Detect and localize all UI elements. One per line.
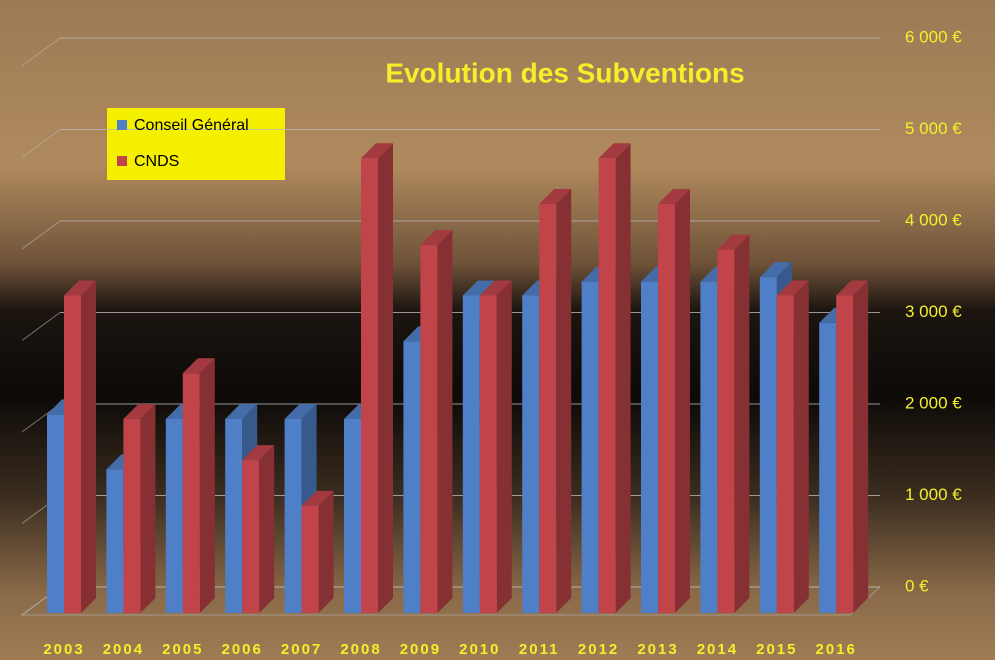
bar [106, 469, 124, 613]
bar [641, 281, 658, 613]
bar-top [539, 188, 572, 204]
x-tick-label: 2013 [637, 641, 678, 658]
x-tick-label: 2008 [340, 641, 381, 658]
x-tick-label: 2003 [43, 641, 84, 658]
legend-swatch [117, 156, 127, 166]
bar-side [615, 143, 631, 613]
bar-top [776, 280, 809, 296]
bar-top [420, 230, 453, 246]
grid-line-side [21, 220, 61, 250]
y-tick-label: 4 000 € [905, 210, 962, 229]
bar-side [496, 280, 512, 613]
bar [700, 281, 718, 613]
bar-top [225, 404, 258, 419]
bar [242, 460, 260, 613]
bar-side [259, 445, 275, 613]
y-tick-label: 1 000 € [905, 485, 962, 504]
bar [165, 419, 183, 613]
x-tick-label: 2016 [816, 641, 857, 658]
bar-top [759, 262, 792, 278]
bar-side [793, 280, 809, 613]
bar [284, 419, 302, 613]
bar [123, 419, 141, 613]
y-tick-label: 6 000 € [905, 27, 962, 46]
x-tick-label: 2015 [756, 641, 797, 658]
grid-line-side [21, 312, 61, 341]
bar [64, 295, 81, 613]
bar [522, 295, 540, 613]
bar [420, 245, 438, 613]
y-tick-label: 3 000 € [905, 302, 962, 321]
bar-side [318, 490, 334, 613]
x-tick-label: 2012 [578, 641, 619, 658]
bar [581, 281, 599, 613]
bar-side [675, 188, 690, 613]
y-tick-label: 5 000 € [905, 119, 962, 138]
x-tick-label: 2014 [697, 641, 738, 658]
bar-side [140, 404, 156, 613]
bar-side [556, 188, 572, 613]
legend-label: Conseil Général [134, 117, 249, 134]
x-tick-label: 2004 [103, 641, 144, 658]
bar-top [123, 404, 156, 419]
bar-side [378, 143, 393, 613]
bar [717, 249, 735, 613]
bar-side [81, 280, 96, 613]
x-tick-label: 2011 [519, 641, 560, 658]
bar-top [301, 490, 334, 506]
bar [47, 414, 64, 613]
bar-top [284, 404, 317, 419]
bar-top [836, 280, 869, 296]
x-tick-label: 2010 [459, 641, 500, 658]
bar [344, 419, 361, 613]
grid-line-side [21, 129, 61, 158]
bar [539, 203, 557, 613]
x-tick-label: 2006 [222, 641, 263, 658]
bar-top [479, 280, 512, 296]
grid-line-side [21, 37, 61, 67]
y-tick-label: 2 000 € [905, 393, 962, 412]
chart-title: Evolution des Subventions [385, 57, 744, 88]
bar [462, 295, 480, 613]
bar [759, 277, 777, 613]
x-tick-label: 2007 [281, 641, 322, 658]
bar-side [437, 230, 453, 613]
bar-top [462, 280, 495, 296]
x-tick-label: 2005 [162, 641, 203, 658]
bar [182, 373, 200, 613]
bar-top [717, 234, 750, 250]
bar [361, 158, 378, 613]
bar-top [361, 143, 393, 159]
y-tick-label: 0 € [905, 576, 929, 595]
bar-side [734, 234, 750, 613]
x-tick-label: 2009 [400, 641, 441, 658]
bar-top [64, 280, 96, 296]
bar [658, 203, 675, 613]
bar-top [598, 143, 631, 159]
bar [836, 295, 854, 613]
bar [819, 322, 837, 613]
bar-top [658, 188, 690, 204]
bar [598, 158, 616, 613]
bar [479, 295, 497, 613]
bar-side [199, 358, 215, 613]
bar-top [242, 445, 275, 461]
bar-side [853, 280, 869, 613]
bar [403, 341, 421, 613]
legend-label: CNDS [134, 153, 179, 170]
bar [776, 295, 794, 613]
legend [107, 108, 285, 180]
bar-top [182, 358, 215, 374]
bar [225, 419, 243, 613]
legend-swatch [117, 120, 127, 130]
bar [301, 505, 319, 613]
